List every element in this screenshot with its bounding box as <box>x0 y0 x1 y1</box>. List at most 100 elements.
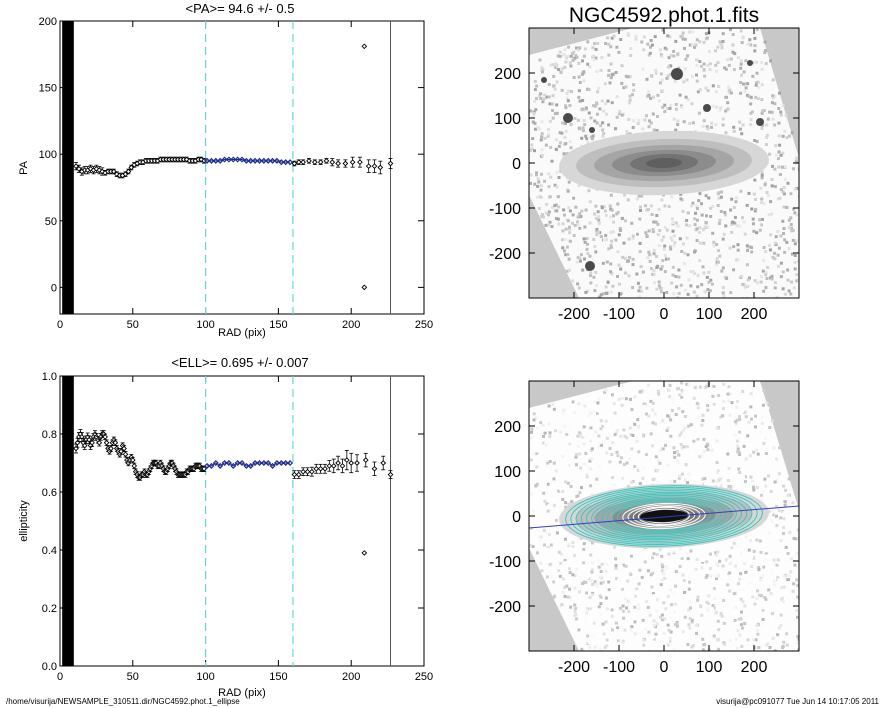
noise-pixel <box>558 430 562 434</box>
noise-pixel <box>789 570 793 574</box>
noise-pixel <box>652 95 655 99</box>
noise-pixel <box>772 446 776 450</box>
noise-pixel <box>691 590 695 594</box>
noise-pixel <box>726 392 730 396</box>
noise-pixel <box>741 600 745 604</box>
noise-pixel <box>603 390 607 394</box>
noise-pixel <box>716 563 720 567</box>
noise-pixel <box>736 450 739 454</box>
noise-pixel <box>750 417 753 421</box>
noise-pixel <box>759 186 763 190</box>
noise-pixel <box>769 200 773 204</box>
fit-point <box>217 462 224 469</box>
noise-pixel <box>740 610 743 614</box>
noise-pixel <box>673 79 677 83</box>
noise-pixel <box>602 205 606 208</box>
noise-pixel <box>796 583 799 587</box>
noise-pixel <box>656 598 659 602</box>
noise-pixel <box>619 38 623 41</box>
noise-pixel <box>529 458 533 462</box>
noise-pixel <box>648 259 652 263</box>
noise-pixel <box>529 109 533 113</box>
noise-pixel <box>766 266 770 269</box>
data-point <box>380 460 387 466</box>
noise-pixel <box>575 463 578 467</box>
noise-pixel <box>689 549 693 553</box>
noise-pixel <box>571 58 575 62</box>
noise-pixel <box>577 61 581 65</box>
noise-pixel <box>615 469 619 473</box>
noise-pixel <box>759 594 763 598</box>
noise-pixel <box>779 539 783 543</box>
noise-pixel <box>656 389 660 393</box>
noise-pixel <box>749 102 753 106</box>
noise-pixel <box>789 223 793 226</box>
noise-pixel <box>582 547 586 551</box>
noise-pixel <box>772 513 776 517</box>
noise-pixel <box>540 148 544 152</box>
noise-pixel <box>562 249 566 253</box>
noise-pixel <box>589 618 593 622</box>
noise-pixel <box>690 453 694 457</box>
noise-pixel <box>532 112 536 115</box>
noise-pixel <box>575 260 579 264</box>
noise-pixel <box>755 538 759 542</box>
noise-pixel <box>755 421 759 425</box>
noise-pixel <box>733 433 737 437</box>
noise-pixel <box>648 613 652 617</box>
data-point <box>201 465 207 472</box>
noise-pixel <box>610 453 614 456</box>
noise-pixel <box>581 439 585 443</box>
noise-pixel <box>651 556 654 560</box>
noise-pixel <box>558 50 562 54</box>
noise-pixel <box>718 453 721 457</box>
noise-pixel <box>736 629 740 633</box>
noise-pixel <box>672 446 676 450</box>
noise-pixel <box>575 494 579 498</box>
x-tick-label: 0 <box>57 319 63 331</box>
noise-pixel <box>557 176 561 179</box>
noise-pixel <box>610 608 614 612</box>
noise-pixel <box>773 185 777 189</box>
noise-pixel <box>790 131 794 135</box>
isophote-ellipse <box>591 493 737 539</box>
noise-pixel <box>581 99 585 102</box>
noise-pixel <box>703 74 707 78</box>
noise-pixel <box>555 138 559 142</box>
noise-pixel <box>535 452 539 456</box>
noise-pixel <box>764 452 768 455</box>
noise-pixel <box>558 574 562 578</box>
noise-pixel <box>681 630 685 634</box>
noise-pixel <box>564 480 568 484</box>
noise-pixel <box>670 603 674 607</box>
noise-pixel <box>715 262 719 266</box>
noise-pixel <box>548 195 552 199</box>
noise-pixel <box>747 403 751 407</box>
noise-pixel <box>632 119 636 123</box>
noise-pixel <box>568 461 572 465</box>
noise-pixel <box>569 146 573 150</box>
noise-pixel <box>642 465 646 469</box>
noise-pixel <box>762 457 766 461</box>
noise-pixel <box>782 511 786 515</box>
noise-pixel <box>654 68 658 72</box>
noise-pixel <box>547 210 551 214</box>
noise-pixel <box>657 207 661 211</box>
noise-pixel <box>655 553 659 556</box>
noise-pixel <box>545 531 549 535</box>
noise-pixel <box>689 393 693 397</box>
noise-pixel <box>720 481 723 485</box>
noise-pixel <box>782 484 786 488</box>
noise-pixel <box>576 282 580 286</box>
noise-pixel <box>568 442 572 446</box>
noise-pixel <box>736 486 740 490</box>
ell-x-axis-label: RAD (pix) <box>218 687 266 699</box>
noise-pixel <box>612 214 615 218</box>
noise-pixel <box>745 263 749 267</box>
noise-pixel <box>581 71 585 75</box>
noise-pixel <box>597 409 601 413</box>
noise-pixel <box>690 545 694 549</box>
data-point <box>387 471 394 478</box>
noise-pixel <box>591 582 595 586</box>
noise-pixel <box>541 153 544 157</box>
